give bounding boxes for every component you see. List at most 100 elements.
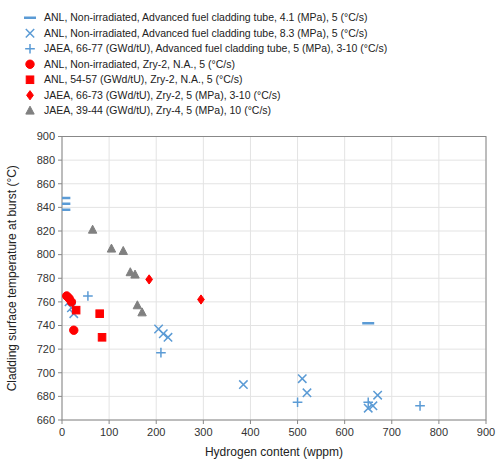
point: [239, 380, 247, 388]
series: [72, 306, 105, 341]
series: [146, 275, 205, 304]
y-tick: [58, 183, 62, 184]
y-tick: [58, 372, 62, 373]
x-tick-label: 200: [147, 426, 165, 438]
legend-label: JAEA, 66-73 (GWd/tU), Zry-2, 5 (MPa), 3-…: [44, 89, 280, 101]
axis-ticks: 0100200300400500600700800900660680700720…: [37, 130, 496, 438]
y-tick: [58, 278, 62, 279]
grid-line: [62, 396, 486, 397]
y-tick-label: 900: [37, 130, 55, 142]
x-axis-label: Hydrogen content (wppm): [205, 445, 343, 459]
y-tick-label: 720: [37, 343, 55, 355]
chart: 0100200300400500600700800900660680700720…: [0, 0, 500, 474]
legend-label: ANL, Non-irradiated, Zry-2, N.A., 5 (°C/…: [44, 58, 235, 70]
grid: [62, 137, 486, 421]
grid-line: [62, 207, 486, 208]
point: [62, 197, 70, 200]
y-tick: [58, 160, 62, 161]
point: [198, 295, 205, 304]
point: [373, 391, 381, 399]
point: [415, 401, 425, 411]
legend-label: JAEA, 66-77 (GWd/tU), Advanced fuel clad…: [44, 42, 387, 54]
point: [67, 298, 75, 306]
point: [303, 389, 311, 397]
point: [96, 310, 104, 318]
x-tick-label: 800: [430, 426, 448, 438]
y-tick: [58, 136, 62, 137]
y-tick-label: 820: [37, 225, 55, 237]
y-tick-label: 800: [37, 248, 55, 260]
point: [131, 270, 139, 278]
y-tick: [58, 420, 62, 421]
y-tick-label: 760: [37, 296, 55, 308]
y-tick-label: 740: [37, 319, 55, 331]
point: [146, 275, 153, 284]
x-tick: [203, 420, 204, 424]
point: [62, 208, 70, 211]
x-tick-label: 900: [477, 426, 495, 438]
legend-marker: [27, 91, 34, 100]
y-tick: [58, 254, 62, 255]
point: [293, 397, 303, 407]
x-tick-label: 0: [59, 426, 65, 438]
x-tick: [297, 420, 298, 424]
legend-marker: [26, 106, 34, 114]
series: [65, 298, 382, 413]
y-tick-label: 680: [37, 390, 55, 402]
x-tick: [391, 420, 392, 424]
point: [138, 308, 146, 316]
point: [298, 374, 306, 382]
point: [159, 330, 167, 338]
point: [164, 333, 172, 341]
grid-line: [62, 183, 486, 184]
y-tick-label: 780: [37, 272, 55, 284]
y-tick-label: 860: [37, 178, 55, 190]
y-tick-label: 880: [37, 154, 55, 166]
legend-label: JAEA, 39-44 (GWd/tU), Zry-4, 5 (MPa), 10…: [44, 104, 271, 116]
grid-line: [62, 325, 486, 326]
point: [83, 291, 93, 301]
point: [72, 306, 80, 314]
grid-line: [62, 301, 486, 302]
plot-background: [62, 137, 486, 421]
y-tick: [58, 325, 62, 326]
legend-marker: [26, 60, 34, 68]
legend: ANL, Non-irradiated, Advanced fuel cladd…: [24, 11, 387, 116]
point: [119, 246, 127, 254]
legend-label: ANL, Non-irradiated, Advanced fuel cladd…: [44, 11, 367, 23]
legend-marker: [26, 29, 34, 37]
point: [133, 301, 141, 309]
y-tick-label: 840: [37, 201, 55, 213]
y-tick-label: 660: [37, 414, 55, 426]
legend-label: ANL, 54-57 (GWd/tU), Zry-2, N.A., 5 (°C/…: [44, 73, 242, 85]
x-tick: [156, 420, 157, 424]
point: [363, 397, 373, 407]
grid-line: [62, 231, 486, 232]
point: [98, 334, 106, 342]
point: [88, 225, 96, 233]
x-tick-label: 500: [288, 426, 306, 438]
plot-frame: [62, 137, 486, 421]
grid-line: [62, 372, 486, 373]
x-tick-label: 700: [383, 426, 401, 438]
x-tick: [438, 420, 439, 424]
legend-marker: [25, 44, 35, 54]
series: [62, 198, 374, 323]
x-tick: [250, 420, 251, 424]
series: [88, 225, 146, 316]
point: [107, 244, 115, 252]
grid-line: [62, 278, 486, 279]
point: [62, 203, 70, 206]
legend-marker: [26, 76, 34, 84]
data-marks: [62, 198, 425, 412]
grid-line: [62, 349, 486, 350]
y-axis-label: Cladding surface temperature at burst (°…: [5, 165, 19, 391]
y-tick: [58, 207, 62, 208]
x-tick-label: 300: [194, 426, 212, 438]
y-tick: [58, 231, 62, 232]
x-tick-label: 400: [241, 426, 259, 438]
legend-label: ANL, Non-irradiated, Advanced fuel cladd…: [44, 27, 367, 39]
y-tick: [58, 301, 62, 302]
x-tick-label: 100: [100, 426, 118, 438]
x-tick: [344, 420, 345, 424]
